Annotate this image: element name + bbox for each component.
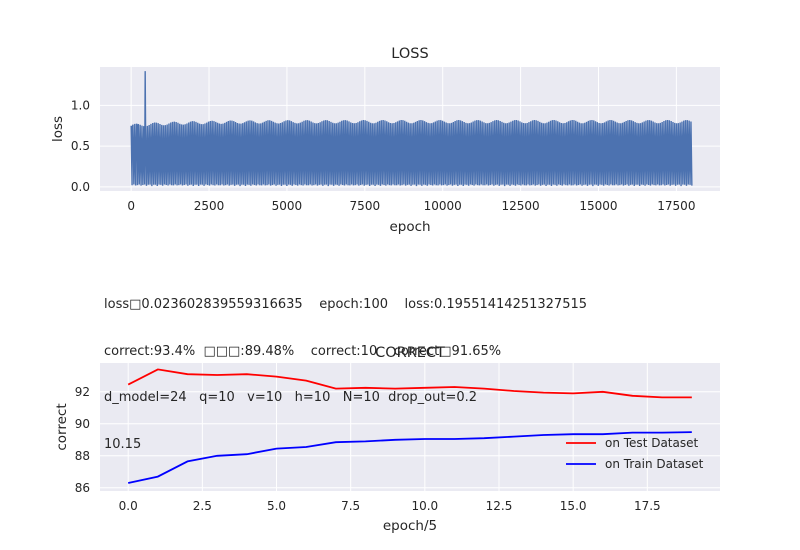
legend-label: on Test Dataset: [605, 436, 698, 450]
info-line: 10.15: [104, 436, 142, 452]
loss-y-axis-label: loss: [50, 116, 66, 142]
correct-x-tick-label: 15.0: [560, 499, 587, 513]
loss-x-tick-label: 2500: [194, 199, 225, 213]
info-line: loss□0.023602839559316635 epoch:100 loss…: [104, 297, 588, 312]
loss-title: LOSS: [391, 46, 428, 62]
training-info-text: loss□0.023602839559316635 epoch:100 loss…: [104, 266, 587, 468]
loss-y-tick-label: 0.5: [71, 139, 90, 153]
loss-x-tick-label: 5000: [272, 199, 303, 213]
loss-y-tick-label: 1.0: [71, 98, 90, 112]
correct-y-ticks: 86 88 90 92: [75, 385, 90, 495]
correct-x-tick-label: 12.5: [486, 499, 513, 513]
correct-grid: [100, 363, 720, 491]
loss-x-tick-label: 7500: [350, 199, 381, 213]
correct-x-tick-label: 17.5: [634, 499, 661, 513]
correct-x-tick-label: 2.5: [193, 499, 212, 513]
correct-y-tick-label: 90: [75, 417, 90, 431]
correct-x-axis-label: epoch/5: [383, 518, 437, 534]
loss-x-tick-label: 0: [127, 199, 135, 213]
loss-x-tick-label: 10000: [424, 199, 462, 213]
correct-x-tick-label: 0.0: [119, 499, 138, 513]
correct-x-tick-label: 5.0: [267, 499, 286, 513]
loss-y-tick-label: 0.0: [71, 180, 90, 194]
correct-legend: on Test Dataset on Train Dataset: [566, 436, 704, 471]
loss-x-tick-label: 12500: [502, 199, 540, 213]
correct-chart: CORRECT 0.0 2.5 5.0 7.5 10.0 12.5 15.0 17.5 868…: [54, 345, 720, 534]
train-dataset-line: [127, 431, 692, 484]
correct-y-tick-label: 88: [75, 449, 90, 463]
loss-y-ticks: 0.0 0.5 1.0: [71, 98, 90, 194]
loss-chart: LOSS 0 2500 5000 7500 10000 12500 15000 17500 0…: [50, 46, 720, 235]
correct-x-tick-label: 10.0: [411, 499, 438, 513]
loss-x-tick-label: 17500: [657, 199, 695, 213]
correct-x-ticks: 0.0 2.5 5.0 7.5 10.0 12.5 15.0 17.5: [119, 499, 661, 513]
loss-x-axis-label: epoch: [389, 219, 430, 235]
loss-series: [130, 71, 693, 187]
test-dataset-line: [127, 368, 692, 399]
legend-label: on Train Dataset: [605, 457, 704, 471]
loss-x-tick-label: 15000: [579, 199, 617, 213]
correct-y-tick-label: 86: [75, 481, 90, 495]
correct-title: CORRECT: [375, 345, 445, 361]
correct-y-tick-label: 92: [75, 385, 90, 399]
loss-series-line: [130, 71, 693, 187]
info-line: correct:93.4% □□□:89.48% correct:10 corr…: [104, 343, 502, 359]
loss-x-ticks: 0 2500 5000 7500 10000 12500 15000 17500: [127, 199, 695, 213]
correct-plot-background: [100, 363, 720, 491]
correct-x-tick-label: 7.5: [341, 499, 360, 513]
correct-y-axis-label: correct: [54, 403, 70, 450]
info-line: d_model=24 q=10 v=10 h=10 N=10 drop_out=…: [104, 390, 478, 405]
correct-series: [127, 368, 692, 484]
